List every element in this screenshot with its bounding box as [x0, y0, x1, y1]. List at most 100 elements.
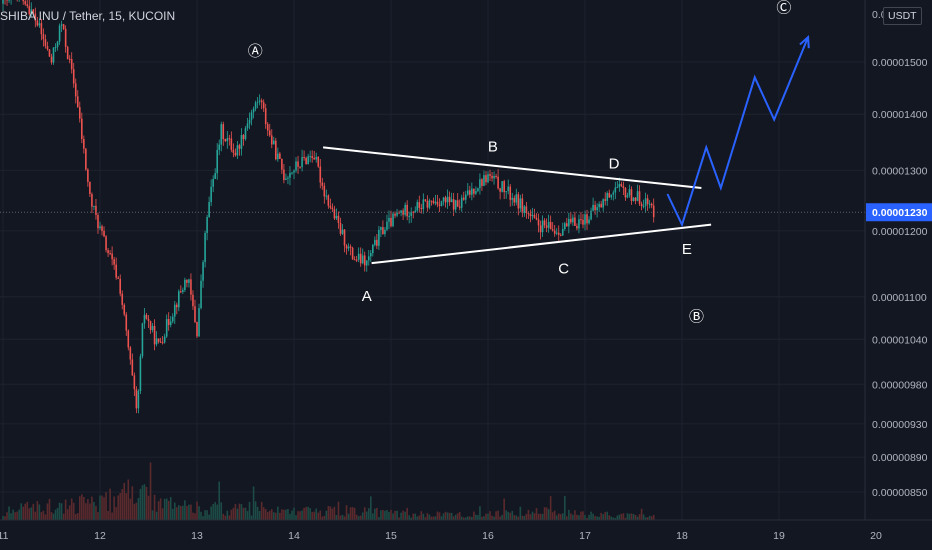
- candle-body: [115, 264, 117, 278]
- volume-bar: [119, 492, 122, 520]
- volume-bar: [469, 516, 471, 520]
- volume-bar: [281, 509, 283, 520]
- volume-bar: [432, 516, 435, 520]
- candle-body: [448, 196, 451, 203]
- candle-body: [588, 219, 590, 224]
- candle-body: [111, 253, 113, 260]
- volume-bars: [2, 462, 655, 520]
- volume-bar: [333, 506, 336, 520]
- volume-bar: [499, 516, 501, 520]
- trendlines[interactable]: [322, 146, 712, 265]
- volume-bar: [646, 517, 649, 520]
- volume-bar: [365, 511, 368, 520]
- volume-bar: [155, 511, 158, 520]
- volume-bar: [97, 511, 99, 520]
- candle-body: [252, 108, 255, 113]
- candle-body: [372, 244, 374, 254]
- volume-bar: [396, 510, 398, 520]
- candle-body: [258, 100, 261, 102]
- candle-body: [616, 187, 619, 189]
- volume-bar: [270, 509, 273, 520]
- candle-body: [549, 221, 552, 230]
- volume-bar: [473, 511, 475, 520]
- volume-bar: [107, 511, 109, 520]
- candle-body: [264, 108, 267, 125]
- volume-bar: [331, 508, 334, 520]
- volume-bar: [572, 514, 574, 520]
- volume-bar: [317, 512, 320, 520]
- candle-body: [131, 359, 134, 376]
- candle-body: [347, 246, 350, 249]
- candle-body: [40, 23, 43, 35]
- candle-body: [596, 207, 598, 211]
- candle-body: [541, 220, 544, 233]
- volume-bar: [503, 498, 505, 520]
- volume-bar: [58, 502, 61, 520]
- volume-bar: [319, 510, 322, 520]
- candle-body: [38, 23, 41, 26]
- candle-body: [89, 181, 91, 195]
- volume-bar: [188, 504, 190, 520]
- volume-bar: [147, 495, 150, 520]
- candle-body: [515, 194, 518, 203]
- candle-body: [376, 239, 378, 246]
- candle-body: [244, 128, 247, 140]
- volume-bar: [616, 515, 619, 520]
- candle-body: [620, 183, 623, 187]
- candle-body: [590, 210, 592, 220]
- volume-bar: [305, 506, 307, 520]
- volume-bar: [523, 515, 526, 520]
- candle-body: [54, 47, 57, 49]
- candle-body: [640, 203, 643, 207]
- projection-line: [666, 36, 810, 228]
- candle-body: [315, 156, 318, 160]
- time-axis[interactable]: 11 12 13 14 15 16 17 18 19 20: [0, 519, 932, 550]
- volume-bar: [236, 508, 239, 520]
- volume-bar: [580, 511, 582, 520]
- price-tick-label: 0.00000930: [872, 419, 928, 431]
- volume-bar: [570, 513, 572, 520]
- candle-body: [430, 200, 433, 202]
- candle-body: [630, 189, 633, 201]
- volume-bar: [70, 498, 73, 520]
- price-tick-label: 0.00001300: [872, 165, 928, 177]
- volume-bar: [254, 501, 257, 520]
- volume-bar: [260, 501, 263, 520]
- candle-body: [143, 314, 146, 324]
- candle-body: [196, 321, 198, 337]
- price-axis[interactable]: 0.0000 000.000008500.000008900.000009300…: [864, 0, 932, 550]
- volume-bar: [416, 516, 419, 520]
- candle-body: [452, 199, 455, 210]
- projection-path[interactable]: [666, 35, 810, 228]
- volume-bar: [507, 511, 510, 520]
- currency-badge[interactable]: USDT: [883, 7, 922, 25]
- volume-bar: [301, 510, 303, 520]
- candle-body: [250, 112, 253, 120]
- volume-bar: [258, 510, 261, 520]
- candle-body: [163, 336, 166, 343]
- candles: [2, 0, 655, 414]
- volume-bar: [262, 507, 265, 520]
- time-tick-label: 12: [94, 530, 106, 542]
- volume-bar: [44, 514, 47, 520]
- candle-body: [135, 389, 138, 409]
- volume-bar: [133, 503, 136, 520]
- volume-bar: [557, 513, 560, 520]
- volume-bar: [200, 511, 202, 520]
- volume-bar: [390, 509, 392, 520]
- candle-body: [192, 294, 194, 307]
- volume-bar: [454, 514, 457, 520]
- time-tick-label: 17: [579, 530, 591, 542]
- volume-bar: [159, 498, 162, 520]
- candle-body: [216, 149, 219, 174]
- volume-bar: [485, 513, 487, 520]
- price-tick-label: 0.00001040: [872, 334, 928, 346]
- candle-body: [68, 58, 71, 60]
- volume-bar: [46, 503, 49, 520]
- candle-body: [471, 188, 473, 195]
- volume-bar: [36, 501, 39, 520]
- candle-body: [369, 253, 372, 257]
- volume-bar: [481, 516, 483, 520]
- volume-bar: [576, 514, 578, 520]
